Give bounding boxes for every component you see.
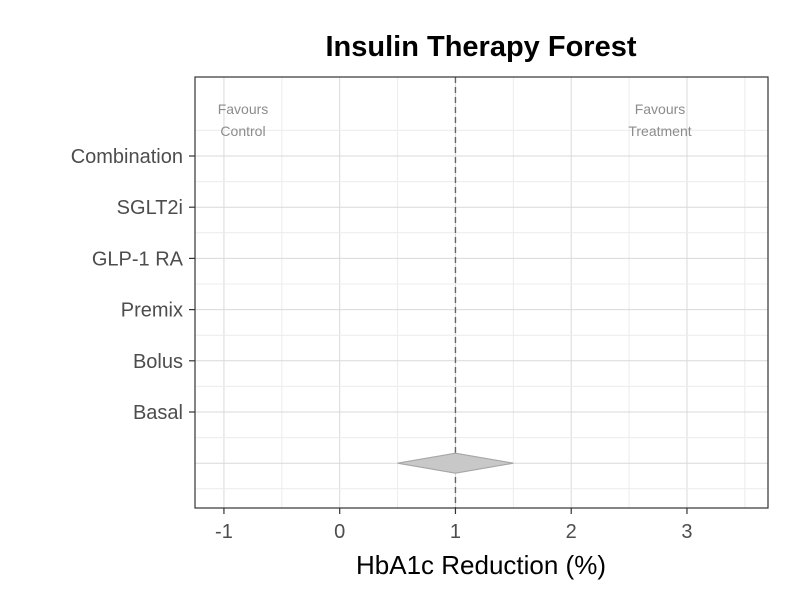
favour-annotations: Favours Control Favours Treatment [218,101,692,139]
favours-treatment-line-2: Treatment [628,123,691,139]
x-tick-label: -1 [215,521,233,543]
panel-border [194,76,769,509]
x-tick-label: 3 [681,521,692,543]
y-axis: Combination SGLT2i GLP-1 RA Premix Bolus Basa… [71,146,195,424]
plot-marks [397,452,514,474]
grid-lines [195,77,768,508]
y-category-label: Bolus [133,351,183,373]
y-category-label: SGLT2i [117,197,183,219]
x-axis: -1 0 1 2 3 [215,508,693,543]
x-tick-label: 0 [334,521,345,543]
y-category-label: GLP-1 RA [92,248,184,270]
summary-diamond [397,452,514,474]
favours-treatment-line-1: Favours [635,101,686,117]
chart-title: Insulin Therapy Forest [326,31,637,63]
x-tick-label: 2 [566,521,577,543]
favours-control-line-2: Control [220,123,265,139]
favours-control-line-1: Favours [218,101,269,117]
x-axis-label: HbA1c Reduction (%) [356,550,606,580]
y-category-label: Premix [121,300,183,322]
y-category-label: Basal [133,402,183,424]
y-category-label: Combination [71,146,183,168]
x-tick-label: 1 [450,521,461,543]
